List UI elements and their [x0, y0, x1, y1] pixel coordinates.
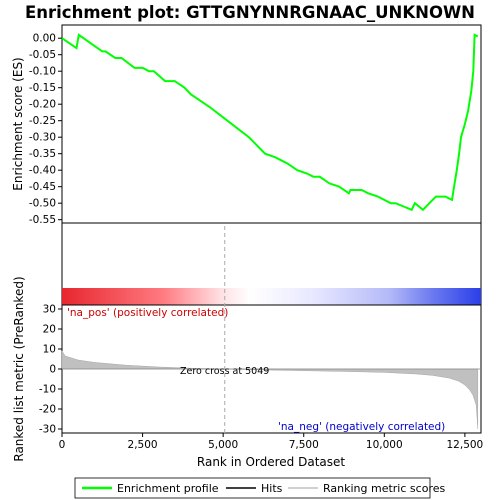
metric-panel: 30 20 10 0 -10 -20 -30 'na_pos' (positively co…: [39, 226, 482, 436]
legend-label-enrichment: Enrichment profile: [117, 482, 219, 495]
es-tick-label: -0.50: [29, 198, 56, 210]
es-tick-label: -0.55: [29, 214, 56, 226]
enrichment-profile-line: [61, 33, 479, 212]
es-tick-label: -0.20: [29, 99, 56, 111]
es-tick-label: 0.00: [33, 33, 56, 45]
metric-tick-label: 0: [49, 364, 56, 376]
es-tick-label: -0.10: [29, 66, 56, 78]
metric-tick-label: 10: [43, 344, 56, 356]
metric-tick-label: -30: [39, 424, 56, 436]
rank-band-panel: [61, 222, 482, 306]
chart-title: Enrichment plot: GTTGNYNNRGNAAC_UNKNOWN: [25, 3, 475, 22]
legend-label-hits: Hits: [261, 482, 283, 495]
x-tick-label: 7,500: [289, 439, 319, 451]
es-panel-frame: [61, 24, 482, 224]
x-axis-label: Rank in Ordered Dataset: [197, 455, 345, 469]
metric-tick-label: 20: [43, 324, 56, 336]
es-axis-label: Enrichment score (ES): [11, 57, 25, 190]
zero-cross-label: Zero cross at 5049: [180, 366, 269, 377]
x-tick-label: 5,000: [208, 439, 238, 451]
ranking-metric-area: [61, 350, 479, 430]
metric-tick-label: -20: [39, 404, 56, 416]
x-tick-label: 10,000: [366, 439, 403, 451]
es-panel: 0.00 -0.05 -0.10 -0.15 -0.20 -0.25 -0.30 -0.35 -…: [29, 24, 482, 288]
metric-axis-ticks: 30 20 10 0 -10 -20 -30: [39, 304, 62, 436]
es-tick-label: -0.35: [29, 148, 56, 160]
x-tick-label: 0: [59, 439, 66, 451]
x-tick-label: 2,500: [128, 439, 158, 451]
x-tick-label: 12,500: [447, 439, 484, 451]
es-axis-ticks: 0.00 -0.05 -0.10 -0.15 -0.20 -0.25 -0.30 -0.35 -…: [29, 33, 62, 226]
metric-axis-label: Ranked list metric (PreRanked): [12, 276, 26, 461]
metric-tick-label: -10: [39, 384, 56, 396]
es-tick-label: -0.05: [29, 49, 56, 61]
es-tick-label: -0.45: [29, 181, 56, 193]
legend-label-ranking: Ranking metric scores: [323, 482, 445, 495]
x-axis-ticks: 0 2,500 5,000 7,500 10,000 12,500: [59, 433, 484, 451]
negative-correlated-label: 'na_neg' (negatively correlated): [278, 421, 445, 433]
metric-tick-label: 30: [43, 304, 56, 316]
es-tick-label: -0.30: [29, 132, 56, 144]
es-tick-label: -0.15: [29, 82, 56, 94]
rank-color-band: [62, 288, 481, 305]
legend: Enrichment profile Hits Ranking metric s…: [74, 477, 445, 499]
es-tick-label: -0.25: [29, 115, 56, 127]
es-tick-label: -0.40: [29, 165, 56, 177]
positive-correlated-label: 'na_pos' (positively correlated): [67, 307, 228, 319]
